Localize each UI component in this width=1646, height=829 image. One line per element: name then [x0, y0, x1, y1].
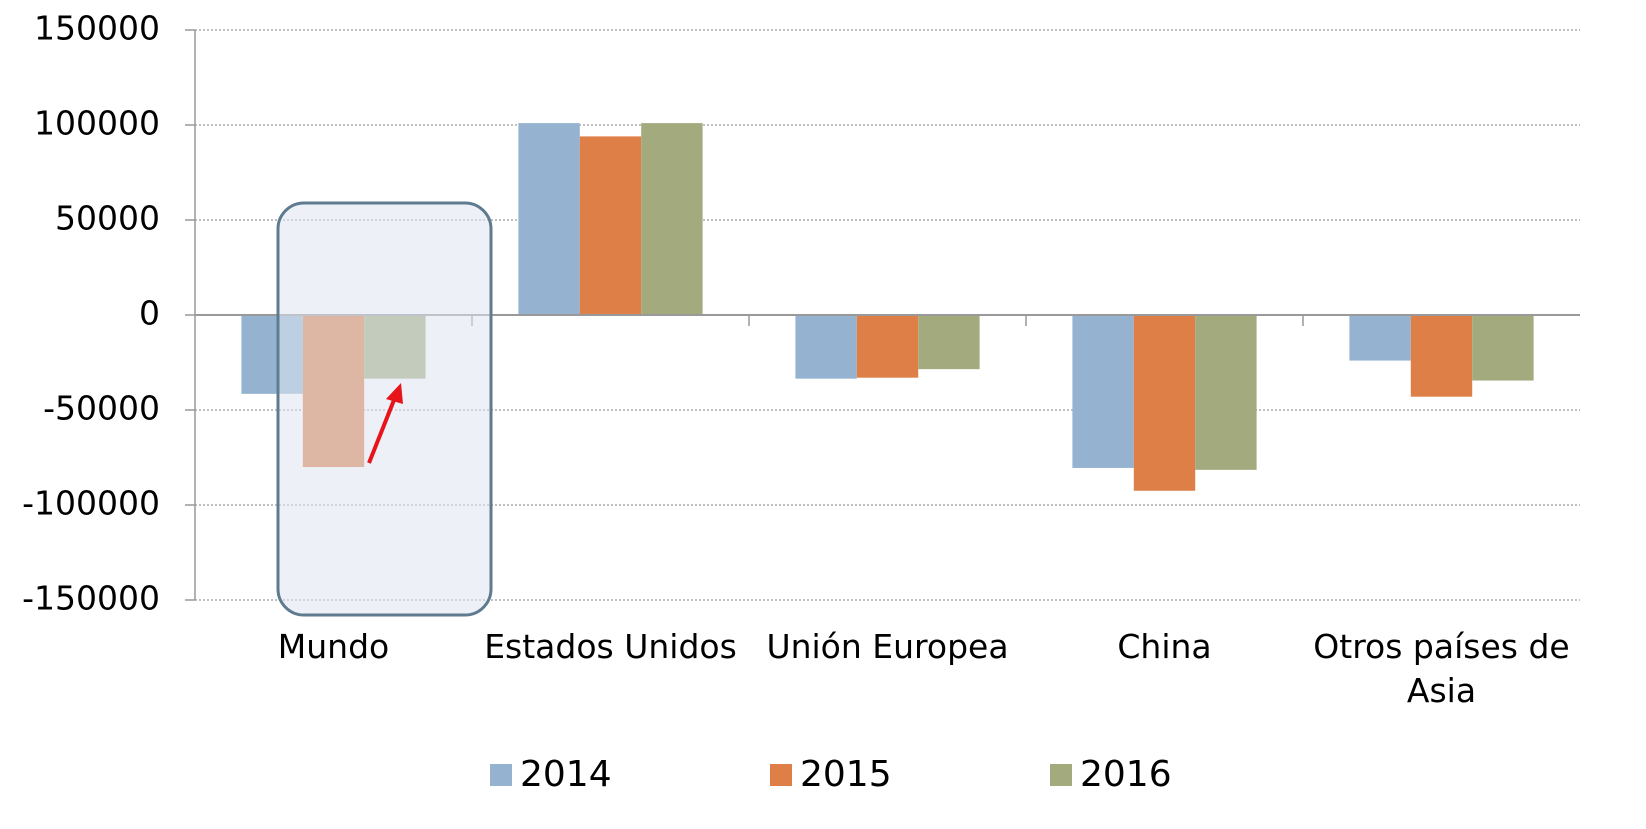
bar [1133, 315, 1196, 491]
y-tick-label: 100000 [34, 104, 160, 143]
x-tick-label: China [1117, 627, 1212, 666]
legend-swatch [770, 764, 792, 786]
y-tick-label: -100000 [22, 484, 160, 523]
bar [1472, 315, 1534, 381]
bar [795, 315, 857, 379]
bar [918, 315, 980, 370]
arrow-head [386, 383, 403, 404]
y-tick-label: 0 [139, 294, 160, 333]
legend-swatch [490, 764, 512, 786]
legend-label: 2014 [520, 754, 612, 795]
y-tick-label: -150000 [22, 579, 160, 618]
x-tick-label: Mundo [277, 627, 390, 666]
bar [1410, 315, 1473, 397]
y-tick-label: 150000 [34, 9, 160, 48]
bar [1195, 315, 1257, 470]
x-tick-label: Estados Unidos [484, 627, 737, 666]
legend-swatch [1050, 764, 1072, 786]
legend-label: 2015 [800, 754, 892, 795]
bar [579, 136, 642, 315]
bar [856, 315, 919, 378]
highlight-box [276, 201, 493, 617]
x-tick-label: Unión Europea [766, 627, 1009, 666]
arrow [367, 394, 398, 464]
bar [641, 123, 703, 315]
bar [1072, 315, 1134, 468]
bar [1349, 315, 1411, 361]
x-tick-label: Otros países de Asia [1313, 627, 1570, 710]
y-tick-label: -50000 [43, 389, 160, 428]
legend-label: 2016 [1080, 754, 1172, 795]
bar [518, 123, 580, 315]
y-tick-label: 50000 [55, 199, 160, 238]
